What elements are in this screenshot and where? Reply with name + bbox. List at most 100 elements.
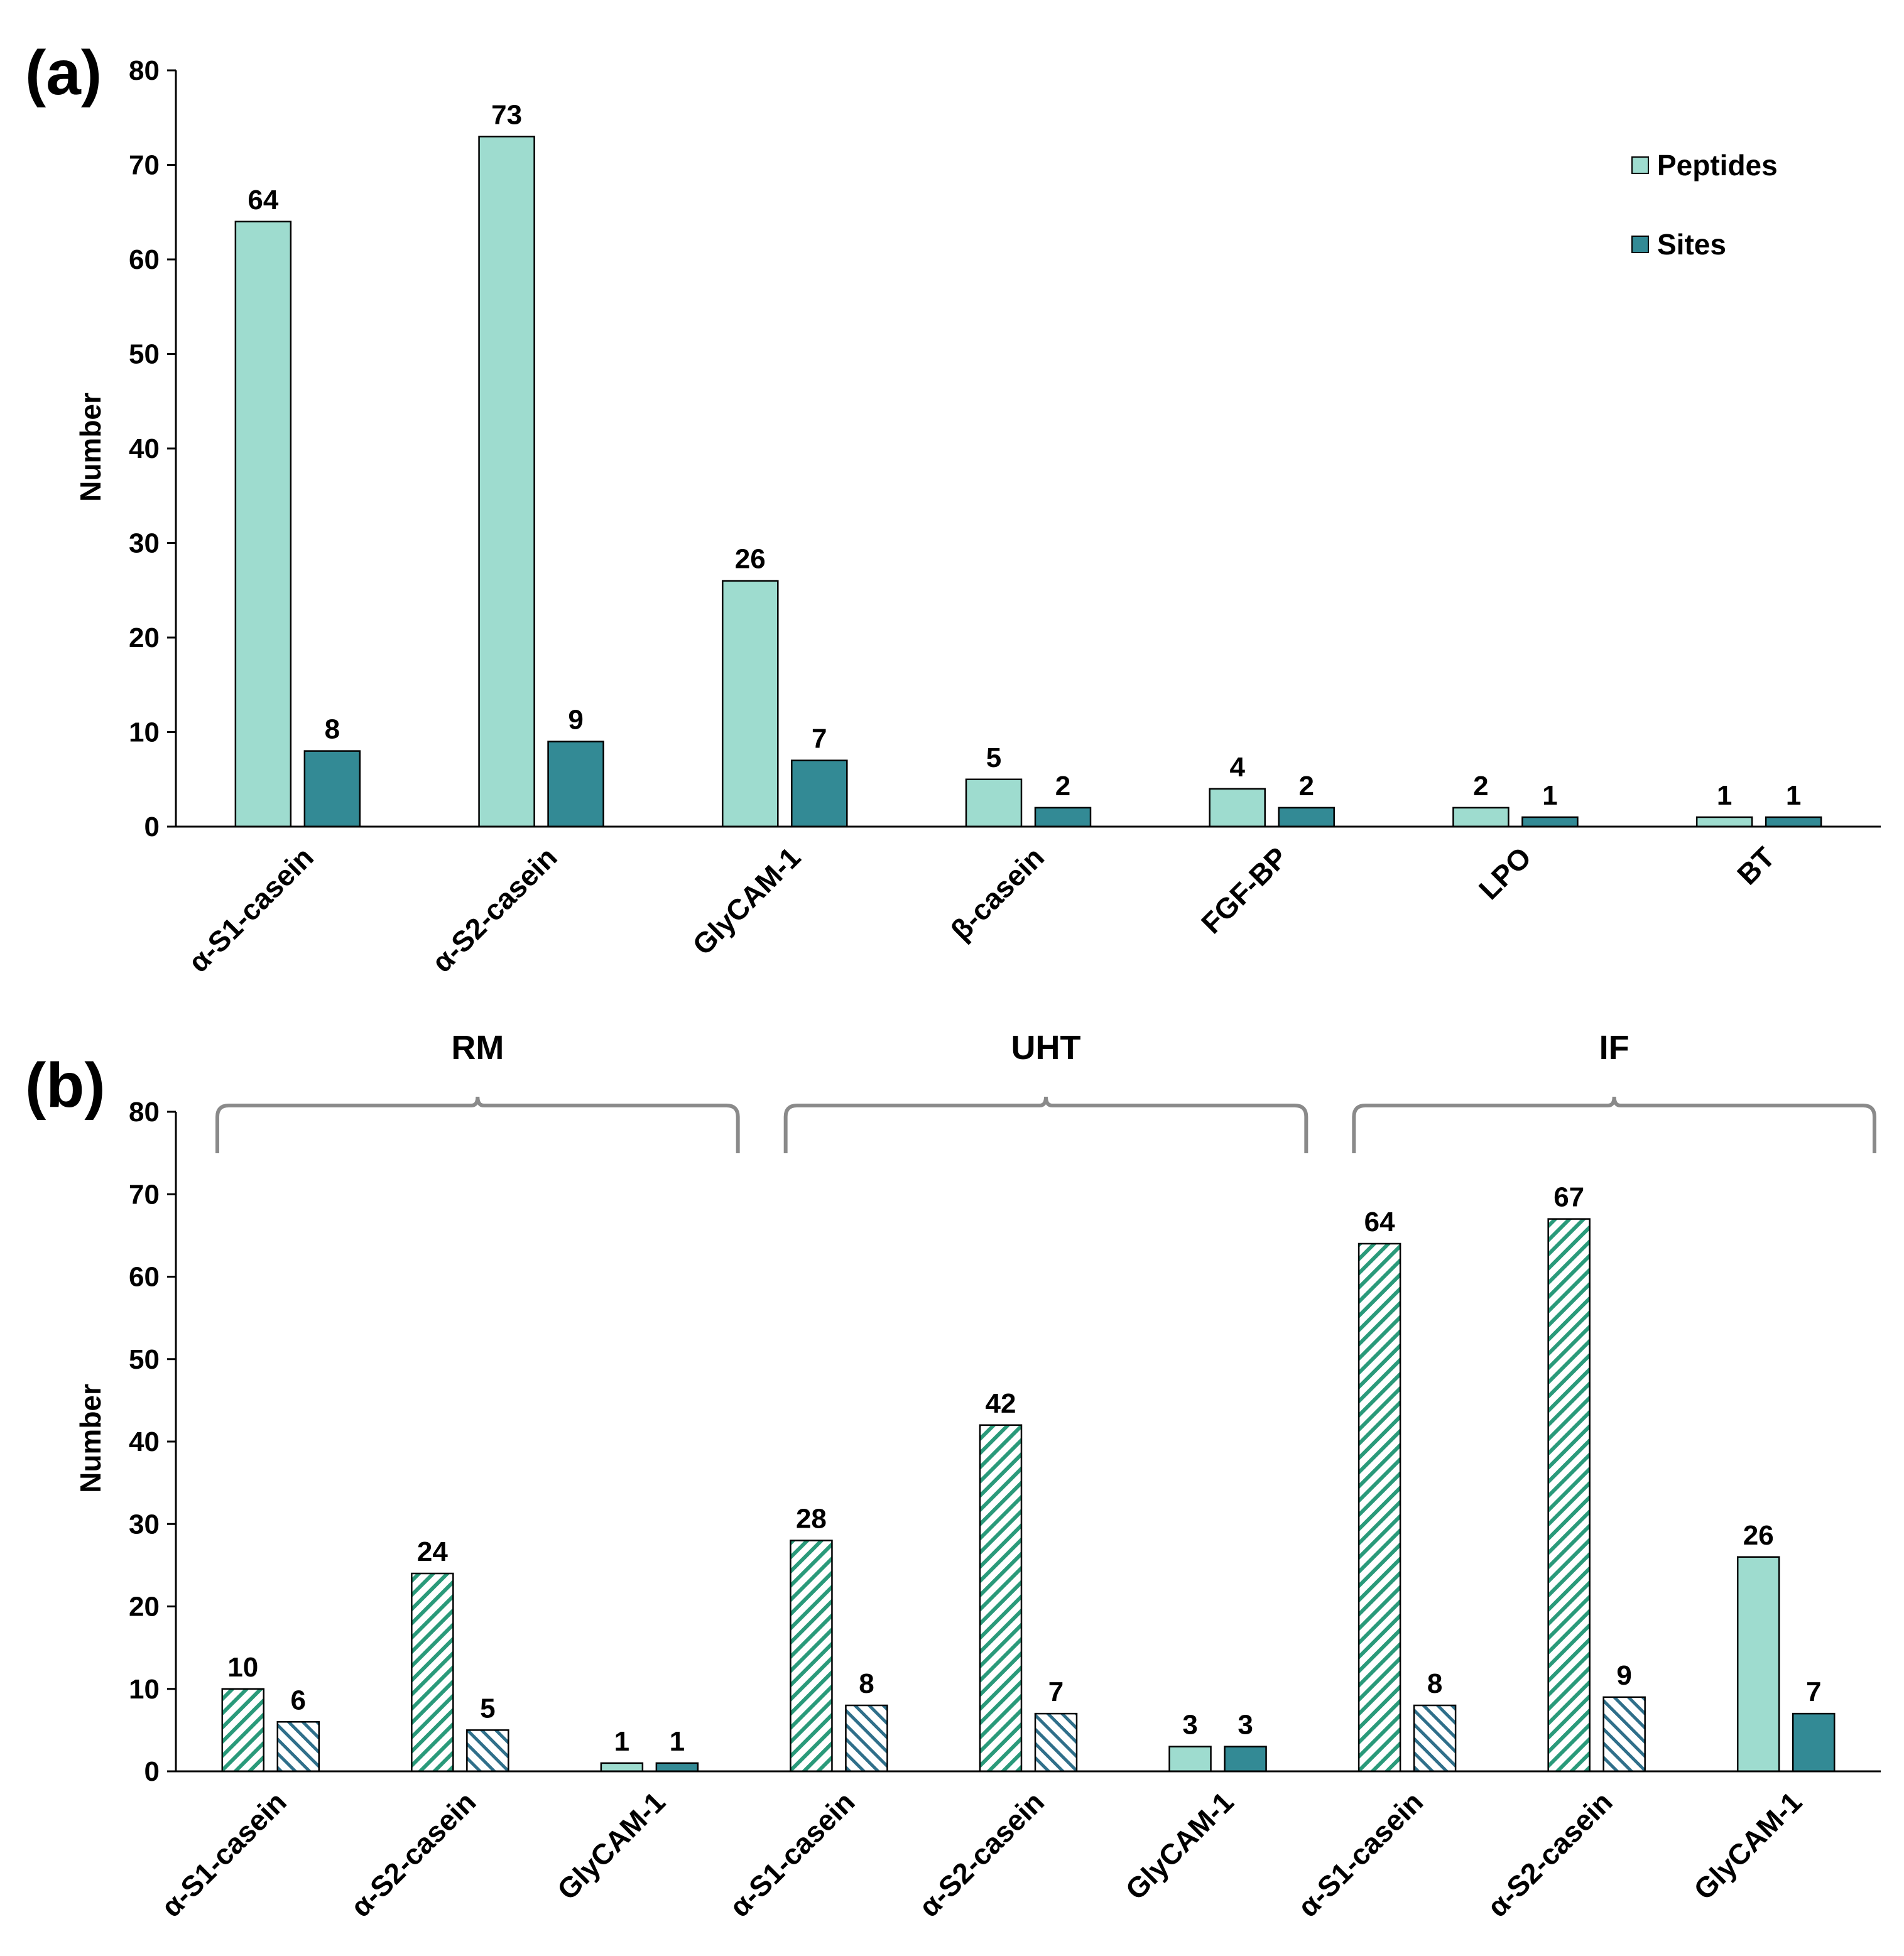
- panel-b-y-axis-title: Number: [74, 1384, 107, 1493]
- a-y-tick-label: 10: [129, 717, 160, 748]
- panel-b: (b) Number RM UHT IF 0 10 20 30 40 50 60 70 80 10 6…: [25, 1029, 1881, 1923]
- b-bar-peptides: [1736, 1556, 1780, 1773]
- b-data-label-peptides: 3: [1182, 1710, 1197, 1741]
- panel-b-category-labels: α-S1-casein α-S2-casein GlyCAM-1 α-S1-casei…: [155, 1785, 1808, 1923]
- panel-b-label: (b): [25, 1050, 106, 1121]
- a-category-label: FGF-BP: [1195, 840, 1294, 940]
- b-category-label: α-S1-casein: [155, 1785, 292, 1923]
- a-bar-peptides: [722, 580, 779, 828]
- b-y-tick-label: 30: [129, 1509, 160, 1540]
- b-category-label: α-S1-casein: [1292, 1785, 1429, 1923]
- b-bar-peptides: [1168, 1746, 1212, 1773]
- b-data-label-sites: 1: [670, 1726, 685, 1757]
- b-bar-peptides: [790, 1540, 833, 1773]
- b-data-label-peptides: 26: [1743, 1520, 1774, 1551]
- group-label-rm: RM: [451, 1029, 504, 1067]
- a-data-label-sites: 1: [1542, 780, 1557, 811]
- legend-peptides-label: Peptides: [1657, 149, 1778, 182]
- a-data-label-peptides: 73: [491, 99, 522, 130]
- b-y-tick-label: 10: [129, 1674, 160, 1705]
- group-bracket-rm: [215, 1096, 740, 1153]
- a-data-label-sites: 1: [1786, 780, 1801, 811]
- b-bar-sites: [1792, 1712, 1836, 1773]
- a-y-tick-label: 60: [129, 244, 160, 275]
- a-bar-peptides: [1452, 807, 1510, 828]
- b-category-label: GlyCAM-1: [551, 1785, 672, 1906]
- b-data-label-sites: 5: [480, 1693, 495, 1724]
- b-category-label: α-S2-casein: [1481, 1785, 1618, 1923]
- a-data-label-peptides: 4: [1229, 752, 1245, 783]
- a-bar-sites: [547, 741, 604, 828]
- b-bar-peptides: [1547, 1218, 1591, 1773]
- b-data-label-peptides: 64: [1364, 1207, 1395, 1237]
- a-y-tick-label: 30: [129, 528, 160, 559]
- b-y-tick-label: 60: [129, 1262, 160, 1293]
- b-y-tick-label: 0: [144, 1756, 160, 1787]
- a-data-label-peptides: 2: [1473, 771, 1488, 801]
- a-y-tick-label: 0: [144, 812, 160, 842]
- panel-b-y-ticks: 0 10 20 30 40 50 60 70 80: [129, 1097, 176, 1787]
- a-y-tick-label: 50: [129, 339, 160, 370]
- panel-b-data-labels: 10 6 24 5 1 1 28 8 42 7 3 3 64 8 67 9 26 7: [227, 1182, 1821, 1757]
- a-category-label: α-S1-casein: [182, 840, 319, 978]
- b-data-label-sites: 8: [859, 1668, 874, 1699]
- b-bar-sites: [1602, 1696, 1646, 1773]
- panel-a-bars: [234, 136, 1822, 828]
- b-data-label-peptides: 24: [417, 1536, 448, 1567]
- group-bracket-uht: [783, 1096, 1308, 1153]
- b-y-tick-label: 20: [129, 1592, 160, 1622]
- a-data-label-sites: 8: [325, 714, 340, 745]
- b-category-label: GlyCAM-1: [1119, 1785, 1239, 1906]
- b-data-label-sites: 7: [1806, 1676, 1821, 1707]
- b-data-label-peptides: 67: [1553, 1182, 1584, 1213]
- a-category-label: α-S2-casein: [425, 840, 563, 978]
- panel-a-y-ticks: 0 10 20 30 40 50 60 70 80: [129, 55, 176, 842]
- a-y-tick-label: 40: [129, 433, 160, 464]
- panel-a-y-axis-title: Number: [74, 393, 107, 502]
- b-bar-peptides: [221, 1688, 265, 1773]
- a-data-label-peptides: 5: [986, 742, 1001, 773]
- a-category-label: BT: [1731, 840, 1781, 891]
- a-bar-peptides: [234, 220, 292, 828]
- b-bar-sites: [276, 1721, 320, 1773]
- b-bar-sites: [1224, 1746, 1267, 1773]
- legend-sites-swatch: [1631, 236, 1649, 253]
- b-category-label: α-S2-casein: [344, 1785, 482, 1923]
- a-data-label-sites: 2: [1055, 771, 1070, 801]
- a-bar-sites: [1034, 807, 1092, 828]
- b-data-label-sites: 8: [1427, 1668, 1442, 1699]
- panel-a-label: (a): [25, 38, 102, 108]
- legend-sites-label: Sites: [1657, 228, 1726, 261]
- a-y-tick-label: 80: [129, 55, 160, 86]
- legend-peptides-swatch: [1631, 156, 1649, 174]
- b-data-label-peptides: 10: [227, 1652, 258, 1683]
- b-y-tick-label: 70: [129, 1179, 160, 1210]
- panel-a-category-labels: α-S1-casein α-S2-casein GlyCAM-1 β-casein FG…: [182, 840, 1781, 978]
- a-data-label-peptides: 64: [248, 185, 278, 215]
- a-bar-sites: [1521, 816, 1579, 828]
- b-category-label: α-S2-casein: [913, 1785, 1050, 1923]
- panel-a: (a) Number 0 10 20 30 40 50 60 70 80 64 8 73 9 26 7 5 2…: [25, 38, 1881, 979]
- a-category-label: LPO: [1472, 840, 1538, 906]
- group-label-uht: UHT: [1011, 1029, 1081, 1067]
- a-y-tick-label: 20: [129, 622, 160, 653]
- b-bar-peptides: [411, 1572, 454, 1773]
- b-bar-peptides: [1357, 1242, 1401, 1773]
- a-bar-peptides: [1209, 788, 1266, 828]
- panel-b-group-brackets: RM UHT IF: [215, 1029, 1876, 1153]
- a-bar-sites: [1278, 807, 1335, 828]
- b-y-tick-label: 40: [129, 1426, 160, 1457]
- a-data-label-sites: 7: [812, 724, 827, 754]
- b-data-label-peptides: 42: [986, 1388, 1016, 1419]
- b-category-label: α-S1-casein: [723, 1785, 861, 1923]
- b-data-label-peptides: 28: [796, 1504, 827, 1535]
- group-bracket-if: [1352, 1096, 1876, 1153]
- b-bar-sites: [655, 1762, 699, 1773]
- a-bar-sites: [1765, 816, 1822, 828]
- b-data-label-sites: 9: [1616, 1660, 1631, 1691]
- b-data-label-peptides: 1: [614, 1726, 629, 1757]
- b-data-label-sites: 7: [1048, 1676, 1064, 1707]
- a-bar-peptides: [1695, 816, 1753, 828]
- b-bar-sites: [1413, 1704, 1457, 1773]
